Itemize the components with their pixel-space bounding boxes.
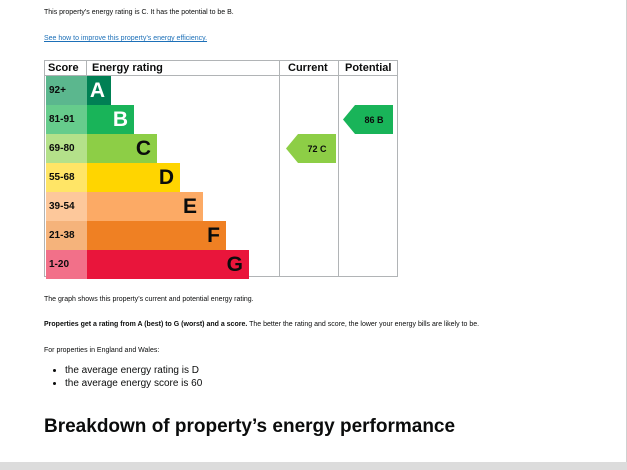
band-bar: A bbox=[87, 76, 111, 105]
band-bar: F bbox=[87, 221, 226, 250]
graph-note: The graph shows this property’s current … bbox=[44, 296, 254, 303]
band-b: 81-91 B bbox=[46, 105, 134, 134]
score-header: Score bbox=[48, 62, 79, 74]
band-d: 55-68 D bbox=[46, 163, 180, 192]
potential-column-divider bbox=[338, 61, 339, 276]
potential-rating-marker: 86 B bbox=[343, 105, 393, 134]
rating-explanation-rest: The better the rating and score, the low… bbox=[247, 321, 480, 328]
breakdown-heading: Breakdown of property’s energy performan… bbox=[44, 416, 456, 437]
band-f: 21-38 F bbox=[46, 221, 226, 250]
band-letter: G bbox=[226, 252, 243, 276]
band-letter: A bbox=[89, 78, 105, 102]
current-column-divider bbox=[279, 61, 280, 276]
band-score-range: 55-68 bbox=[46, 163, 87, 192]
band-c: 69-80 C bbox=[46, 134, 157, 163]
potential-header: Potential bbox=[345, 62, 392, 74]
average-score-item: the average energy score is 60 bbox=[65, 377, 202, 390]
energy-rating-header: Energy rating bbox=[92, 62, 163, 74]
band-score-range: 81-91 bbox=[46, 105, 87, 134]
england-wales-note: For properties in England and Wales: bbox=[44, 347, 160, 354]
current-rating-marker: 72 C bbox=[286, 134, 336, 163]
header-divider bbox=[45, 75, 397, 76]
current-rating-label: 72 C bbox=[307, 143, 327, 154]
band-letter: F bbox=[207, 223, 220, 247]
band-bar: B bbox=[87, 105, 134, 134]
band-score-range: 21-38 bbox=[46, 221, 87, 250]
band-score-range: 1-20 bbox=[46, 250, 87, 279]
band-bar: E bbox=[87, 192, 203, 221]
band-letter: E bbox=[182, 194, 197, 218]
band-letter: D bbox=[158, 165, 174, 189]
page-edge-bottom bbox=[0, 462, 627, 470]
averages-list: the average energy rating is D the avera… bbox=[54, 364, 202, 390]
band-letter: C bbox=[135, 136, 151, 160]
rating-explanation-bold: Properties get a rating from A (best) to… bbox=[44, 321, 248, 328]
energy-rating-chart: Score Energy rating Current Potential 92… bbox=[44, 60, 398, 279]
band-score-range: 69-80 bbox=[46, 134, 87, 163]
band-letter: B bbox=[112, 107, 128, 131]
band-g: 1-20 G bbox=[46, 250, 249, 279]
band-bar: C bbox=[87, 134, 157, 163]
band-score-range: 39-54 bbox=[46, 192, 87, 221]
average-rating-item: the average energy rating is D bbox=[65, 364, 202, 377]
improve-efficiency-link[interactable]: See how to improve this property’s energ… bbox=[44, 35, 208, 42]
current-header: Current bbox=[288, 62, 328, 74]
rating-explanation: Properties get a rating from A (best) to… bbox=[44, 321, 479, 328]
band-score-range: 92+ bbox=[46, 76, 87, 105]
band-bar: D bbox=[87, 163, 180, 192]
band-a: 92+ A bbox=[46, 76, 111, 105]
band-bar: G bbox=[87, 250, 249, 279]
rating-summary: This property’s energy rating is C. It h… bbox=[44, 9, 234, 16]
band-e: 39-54 E bbox=[46, 192, 203, 221]
potential-rating-label: 86 B bbox=[364, 114, 384, 125]
